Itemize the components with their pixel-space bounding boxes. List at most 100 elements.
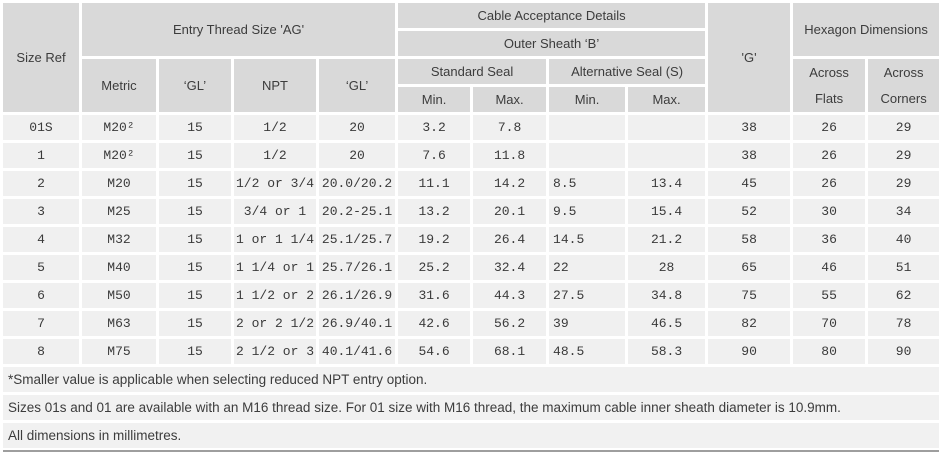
table-cell: 8 — [3, 339, 79, 364]
table-row: 8 M75 15 2 1/2 or 3 40.1/41.6 54.6 68.1 48.5 58.… — [3, 339, 940, 364]
table-cell: 2 or 2 1/2 — [234, 311, 316, 336]
table-cell: 20.2-25.1 — [319, 199, 396, 224]
col-header-std-min: Min. — [398, 87, 471, 112]
table-cell: 32.4 — [473, 255, 547, 280]
group-header-outer-sheath: Outer Sheath ‘B’ — [398, 31, 706, 56]
col-header-across-corners: Across Corners — [868, 59, 940, 112]
table-cell: 31.6 — [398, 283, 471, 308]
group-header-alternative-seal: Alternative Seal (S) — [549, 59, 706, 84]
table-cell: M40 — [82, 255, 156, 280]
table-row: 3 M25 15 3/4 or 1 20.2-25.1 13.2 20.1 9.5 15.4 52… — [3, 199, 940, 224]
table-cell: 7.8 — [473, 115, 547, 140]
table-cell — [628, 143, 706, 168]
table-cell: 7 — [3, 311, 79, 336]
table-cell: 90 — [708, 339, 791, 364]
table-cell: M25 — [82, 199, 156, 224]
table-row: 4 M32 15 1 or 1 1/4 25.1/25.7 19.2 26.4 14.5 21.… — [3, 227, 940, 252]
table-cell: 75 — [708, 283, 791, 308]
table-cell: 25.2 — [398, 255, 471, 280]
table-cell: 1/2 or 3/4 — [234, 171, 316, 196]
header-row-1: Size Ref Entry Thread Size 'AG' Cable Ac… — [3, 3, 940, 112]
table-cell: 15 — [159, 115, 231, 140]
table-row: 2 M20 15 1/2 or 3/4 20.0/20.2 11.1 14.2 8.5 13.4… — [3, 171, 940, 196]
table-cell: 36 — [793, 227, 866, 252]
table-cell: 20.1 — [473, 199, 547, 224]
table-cell: M20² — [82, 115, 156, 140]
footnote: All dimensions in millimetres. — [3, 423, 939, 448]
table-cell — [549, 143, 626, 168]
table-cell: 2 — [3, 171, 79, 196]
table-cell: 1 — [3, 143, 79, 168]
table-cell: 11.8 — [473, 143, 547, 168]
table-cell: 80 — [793, 339, 866, 364]
table-cell: 70 — [793, 311, 866, 336]
table-cell: 82 — [708, 311, 791, 336]
table-cell: 27.5 — [549, 283, 626, 308]
table-cell: 46 — [793, 255, 866, 280]
table-cell: 15 — [159, 199, 231, 224]
table-cell: 15 — [159, 283, 231, 308]
header-row-3: Metric ‘GL’ NPT ‘GL’ Standard Seal Alter… — [3, 59, 940, 112]
table-cell: 26.1/26.9 — [319, 283, 396, 308]
table-cell: 42.6 — [398, 311, 471, 336]
table-cell: 45 — [708, 171, 791, 196]
table-cell: 26.4 — [473, 227, 547, 252]
group-header-cable-acceptance: Cable Acceptance Details — [398, 3, 706, 28]
table-cell: 26 — [793, 143, 866, 168]
table-cell: 58 — [708, 227, 791, 252]
table-cell: 25.7/26.1 — [319, 255, 396, 280]
table-cell: 15 — [159, 143, 231, 168]
table-cell: 54.6 — [398, 339, 471, 364]
table-cell: 29 — [868, 171, 940, 196]
table-cell: 30 — [793, 199, 866, 224]
table-cell: 3 — [3, 199, 79, 224]
table-cell: 3.2 — [398, 115, 471, 140]
header-row-4: Min. Max. Min. Max. — [3, 87, 939, 112]
table-row: 6 M50 15 1 1/2 or 2 26.1/26.9 31.6 44.3 27.5 34.… — [3, 283, 940, 308]
col-header-g: 'G' — [708, 3, 791, 112]
table-cell: M32 — [82, 227, 156, 252]
table-cell — [549, 115, 626, 140]
table-cell: 1/2 — [234, 143, 316, 168]
table-cell: 8.5 — [549, 171, 626, 196]
header-row-2: Outer Sheath ‘B’ — [3, 31, 939, 56]
table-cell: 15.4 — [628, 199, 706, 224]
table-cell: 1/2 — [234, 115, 316, 140]
col-header-alt-max: Max. — [628, 87, 706, 112]
table-cell: 14.5 — [549, 227, 626, 252]
table-cell: 9.5 — [549, 199, 626, 224]
table-cell: 55 — [793, 283, 866, 308]
table-cell — [628, 115, 706, 140]
table-cell: 52 — [708, 199, 791, 224]
table-cell: 2 1/2 or 3 — [234, 339, 316, 364]
table-cell: M63 — [82, 311, 156, 336]
table-cell: 15 — [159, 311, 231, 336]
table-cell: 20.0/20.2 — [319, 171, 396, 196]
table-cell: 68.1 — [473, 339, 547, 364]
footnote: *Smaller value is applicable when select… — [3, 367, 939, 392]
table-cell: 15 — [159, 255, 231, 280]
table-header: Size Ref Entry Thread Size 'AG' Cable Ac… — [3, 3, 940, 112]
col-header-size-ref: Size Ref — [3, 3, 79, 112]
table-cell: 3/4 or 1 — [234, 199, 316, 224]
table-cell: 15 — [159, 227, 231, 252]
table-cell: 29 — [868, 143, 940, 168]
table-cell: 40 — [868, 227, 940, 252]
table-cell: 26 — [793, 115, 866, 140]
table-cell: 19.2 — [398, 227, 471, 252]
table-cell: 01S — [3, 115, 79, 140]
table-cell: 13.4 — [628, 171, 706, 196]
dimension-spec-table: Size Ref Entry Thread Size 'AG' Cable Ac… — [3, 3, 940, 364]
table-body: 01S M20² 15 1/2 20 3.2 7.8 38 26 29 1 M20² 15 1/2 20 7.… — [3, 115, 940, 364]
table-cell: 34.8 — [628, 283, 706, 308]
table-cell: 44.3 — [473, 283, 547, 308]
table-row: 1 M20² 15 1/2 20 7.6 11.8 38 26 29 — [3, 143, 940, 168]
table-cell: 1 1/4 or 1 — [234, 255, 316, 280]
table-cell: 7.6 — [398, 143, 471, 168]
table-cell: 15 — [159, 339, 231, 364]
table-cell: 46.5 — [628, 311, 706, 336]
table-cell: 58.3 — [628, 339, 706, 364]
table-cell: 48.5 — [549, 339, 626, 364]
table-row: 5 M40 15 1 1/4 or 1 25.7/26.1 25.2 32.4 22 28 65 4… — [3, 255, 940, 280]
